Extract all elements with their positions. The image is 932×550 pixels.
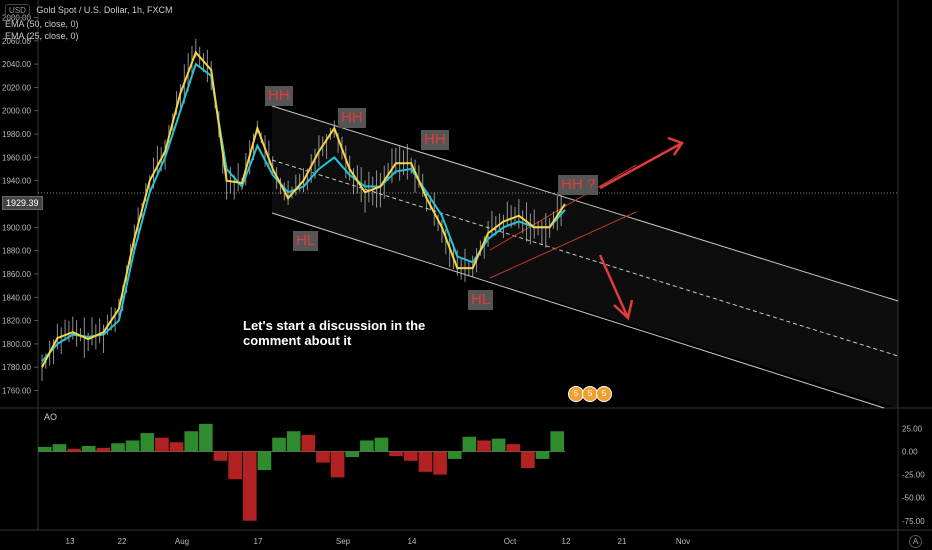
auto-scale-button[interactable]: A [909,535,922,548]
price-tick-label: 1860.00 [2,270,31,279]
ao-bar [81,446,96,452]
chart-legend: USD Gold Spot / U.S. Dollar, 1h, FXCM EM… [5,4,172,42]
ao-bar [403,451,418,461]
ao-bar [330,451,345,478]
channel-fill [272,106,898,408]
time-tick-label: 14 [408,537,417,546]
ao-bar [550,431,564,452]
ao-tick-label: 25.00 [902,424,923,433]
ao-bar [199,423,213,452]
price-tick-label: 1900.00 [2,223,31,232]
annotation-hh-3: HH [421,130,449,150]
price-tick-label: 1760.00 [2,387,31,396]
annotation-hl-2: HL [468,290,494,310]
time-tick-label: 22 [118,537,127,546]
channel-upper-line [271,105,899,302]
ao-bar [462,436,477,452]
time-tick-label: Oct [504,537,517,546]
annotation-hh-2: HH [338,108,366,128]
ao-bar [242,451,257,521]
time-tick-label: 12 [562,537,571,546]
time-tick-label: Sep [336,537,351,546]
ao-bar [272,437,286,452]
price-tick-label: 1940.00 [2,177,31,186]
price-tick-label: 2000.00 [2,107,31,116]
ao-bar [506,444,521,452]
ao-bar [491,438,506,452]
ao-bar [67,448,81,452]
bullish-arrow-shaft [599,141,683,190]
ao-bar [213,451,228,461]
time-tick-label: 21 [618,537,627,546]
channel-lower-line [271,212,885,409]
ao-bar [38,446,52,452]
indicator-ema25[interactable]: EMA (25, close, 0) [5,31,79,41]
discussion-note: Let's start a discussion in the comment … [243,318,483,348]
price-tick-label: 2060.00 [2,37,31,46]
ao-indicator-label[interactable]: AO [44,412,58,422]
ao-bar [125,440,140,452]
ao-bar [477,440,491,452]
ao-bar [301,434,316,452]
sub-channel-lower [489,211,637,279]
ao-tick-label: 0.00 [902,448,918,457]
price-tick-label: 1800.00 [2,340,31,349]
ao-tick-label: -50.00 [902,494,925,503]
channel-median-line [271,159,899,357]
chart-title: Gold Spot / U.S. Dollar, 1h, FXCM [36,5,173,15]
price-tick-label: 2020.00 [2,83,31,92]
indicator-ema50[interactable]: EMA (50, close, 0) [5,19,79,29]
ao-bar [360,440,374,452]
ao-bar [433,451,447,475]
time-tick-label: 17 [254,537,263,546]
ao-bar [345,451,360,458]
ao-tick-label: -75.00 [902,517,925,526]
ao-bar [184,431,199,452]
ao-bar [521,451,535,469]
currency-badge[interactable]: USD [5,4,30,18]
dividend-marker-3[interactable]: 5 [596,386,612,402]
ao-bar [374,437,389,452]
annotation-hh-question: HH ? [558,175,599,195]
ao-bar [316,451,330,463]
ao-bar [447,451,462,459]
price-tick-label: 2040.00 [2,60,31,69]
time-tick-label: 13 [66,537,75,546]
note-line-2: comment about it [243,333,352,348]
dividend-markers[interactable]: 5 5 5 [568,386,614,406]
ao-bar [535,451,550,459]
bearish-arrow-head [613,299,634,321]
ema25-line [41,50,566,368]
price-tick-label: 1820.00 [2,317,31,326]
ao-bar [155,437,169,452]
ao-tick-label: -25.00 [902,471,925,480]
price-tick-label: 1780.00 [2,363,31,372]
ao-bar [257,451,272,470]
time-tick-label: Aug [175,537,189,546]
ao-bar [418,451,433,472]
price-tick-label: 1960.00 [2,153,31,162]
ao-bar [228,451,242,480]
ao-bar [389,451,403,457]
ao-bar [286,431,301,452]
ao-bar [96,447,111,452]
price-tick-label: 1840.00 [2,293,31,302]
ao-bar [52,444,67,452]
price-tick-label: 1980.00 [2,130,31,139]
last-price-badge: 1929.39 [2,196,43,210]
note-line-1: Let's start a discussion in the [243,318,426,333]
ao-bar [111,443,125,452]
time-tick-label: Nov [676,537,690,546]
price-tick-label: 1880.00 [2,247,31,256]
bullish-arrow-head [667,136,684,156]
annotation-hl-1: HL [293,231,319,251]
bearish-arrow-shaft [598,254,630,319]
annotation-hh-1: HH [265,86,293,106]
ao-bar [169,442,184,452]
ao-bar [140,433,155,452]
